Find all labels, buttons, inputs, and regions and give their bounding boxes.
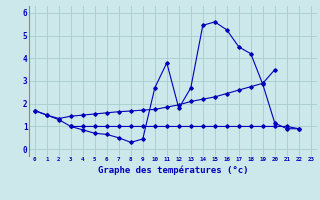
X-axis label: Graphe des températures (°c): Graphe des températures (°c) — [98, 165, 248, 175]
